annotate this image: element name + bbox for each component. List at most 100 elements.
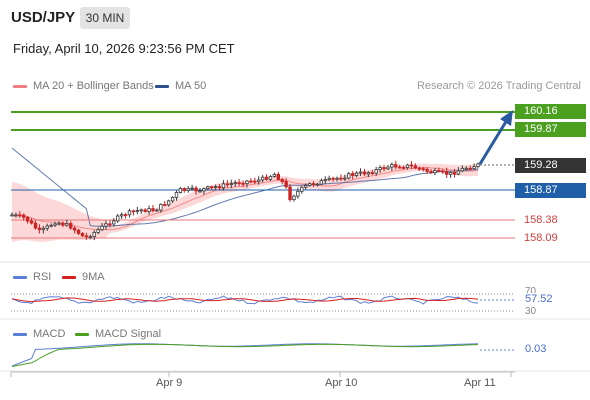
- x-axis-label: Apr 10: [325, 377, 358, 389]
- rsi-value-label: 57.52: [525, 293, 553, 305]
- candle-body: [464, 167, 468, 170]
- candle-body: [370, 172, 374, 174]
- candle-body: [194, 187, 198, 192]
- candle-body: [37, 227, 42, 231]
- candle-body: [237, 182, 241, 185]
- candle-body: [343, 177, 347, 180]
- candle-body: [139, 209, 143, 212]
- candle-body: [315, 183, 320, 186]
- candle-body: [264, 176, 269, 180]
- candle-body: [104, 223, 108, 227]
- candle-body: [456, 170, 461, 175]
- legend-swatch: [75, 332, 89, 336]
- candle-body: [378, 167, 382, 170]
- legend-label: MA 20 + Bollinger Bands: [33, 80, 154, 92]
- rsi-line: [11, 295, 479, 305]
- candle-body: [354, 172, 359, 176]
- candle-body: [33, 222, 38, 229]
- candle-body: [163, 204, 167, 206]
- candle-body: [249, 180, 253, 183]
- candle-body: [18, 214, 22, 217]
- candle-body: [268, 176, 273, 180]
- candle-body: [72, 227, 77, 231]
- candle-body: [382, 167, 386, 170]
- legend-swatch: [13, 84, 27, 88]
- candle-body: [112, 220, 116, 225]
- candle-body: [319, 180, 324, 185]
- timestamp: Friday, April 10, 2026 9:23:56 PM CET: [13, 41, 235, 56]
- candle-body: [186, 188, 190, 191]
- candle-body: [288, 186, 292, 201]
- legend-macd-signal: MACD Signal: [75, 328, 161, 340]
- candle-body: [159, 204, 163, 211]
- interval-badge[interactable]: 30 MIN: [80, 7, 130, 29]
- candle-body: [303, 185, 308, 188]
- rsi-ma-line: [11, 297, 479, 303]
- candle-body: [108, 223, 112, 226]
- candle-body: [394, 164, 398, 168]
- candle-body: [284, 181, 288, 188]
- bollinger-band: [12, 163, 478, 242]
- candle-body: [127, 210, 132, 216]
- candle-body: [433, 170, 437, 174]
- legend-ma20: MA 20 + Bollinger Bands: [13, 80, 154, 92]
- candle-body: [25, 216, 30, 222]
- candle-body: [80, 233, 85, 237]
- price-label-support-1: 158.38: [524, 214, 558, 226]
- price-label-resistance-1: 159.87: [515, 122, 586, 137]
- candle-body: [358, 171, 363, 174]
- candle-body: [374, 169, 378, 174]
- candle-body: [276, 173, 280, 180]
- candle-body: [257, 179, 261, 182]
- candle-body: [444, 171, 449, 175]
- candle-body: [14, 214, 18, 217]
- candle-body: [69, 223, 73, 229]
- candle-body: [339, 177, 343, 180]
- candle-body: [210, 186, 214, 189]
- candle-body: [96, 229, 100, 233]
- candle-body: [45, 225, 49, 229]
- legend-ma50: MA 50: [155, 80, 206, 92]
- candle-body: [366, 172, 371, 175]
- candle-body: [413, 165, 418, 169]
- candle-body: [155, 209, 159, 212]
- candle-body: [147, 208, 151, 212]
- legend-macd: MACD: [13, 328, 65, 340]
- candle-body: [472, 166, 476, 170]
- legend-label: MA 50: [175, 80, 207, 92]
- candle-body: [401, 167, 406, 169]
- candle-body: [335, 177, 339, 180]
- candle-body: [143, 209, 147, 212]
- candle-body: [460, 167, 465, 172]
- candle-body: [429, 171, 433, 174]
- candle-body: [296, 190, 300, 197]
- candle-body: [100, 225, 104, 231]
- candle-body: [386, 166, 390, 170]
- candle-body: [198, 190, 202, 193]
- candle-body: [409, 164, 414, 167]
- candle-body: [190, 187, 194, 190]
- legend-swatch: [13, 332, 27, 336]
- candle-body: [441, 170, 445, 173]
- legend-rsi-ma: 9MA: [62, 271, 105, 283]
- price-label-last: 159.28: [515, 158, 586, 173]
- candle-body: [245, 180, 249, 185]
- candle-body: [92, 232, 96, 238]
- symbol-title: USD/JPY: [11, 9, 76, 26]
- rsi-level-30-label: 30: [525, 306, 537, 317]
- legend-label: RSI: [33, 271, 52, 283]
- price-label-support-2: 158.09: [524, 232, 558, 244]
- candle-body: [331, 177, 335, 180]
- macd-line: [11, 343, 479, 367]
- candle-body: [350, 173, 355, 176]
- candles-group: [10, 160, 480, 241]
- candle-body: [217, 186, 222, 189]
- candle-body: [123, 214, 128, 217]
- candle-body: [347, 173, 351, 179]
- candle-body: [280, 179, 284, 182]
- candle-body: [178, 188, 183, 193]
- candle-body: [61, 222, 65, 226]
- candle-body: [300, 186, 304, 192]
- candle-body: [468, 167, 472, 170]
